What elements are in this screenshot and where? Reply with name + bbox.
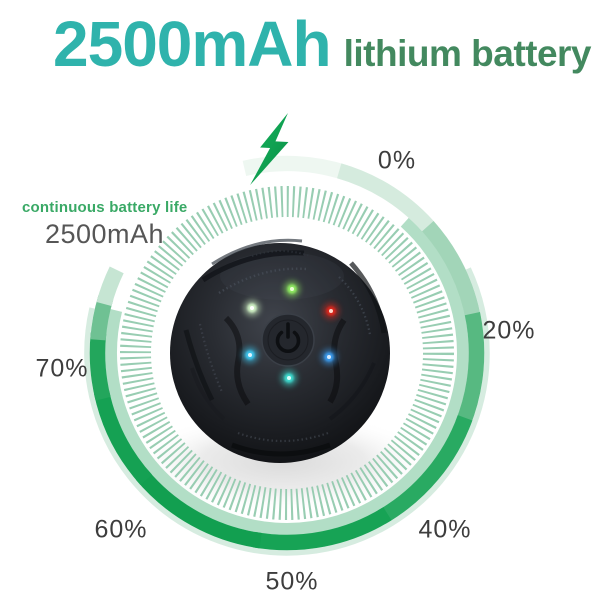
page-title: 2500mAh lithium battery [53, 8, 592, 80]
percent-label-40: 40% [418, 515, 472, 544]
ring-arc [336, 163, 439, 237]
red-led-right [322, 302, 340, 320]
battery-life-callout: continuous battery life 2500mAh [22, 199, 187, 250]
cyan-led-left [241, 346, 259, 364]
ring-arc [89, 332, 111, 401]
power-button-icon [261, 313, 315, 367]
ring-arc [96, 266, 124, 307]
ring-arc [455, 311, 485, 427]
battery-type-subtitle: lithium battery [343, 33, 592, 74]
blue-led-right [320, 348, 338, 366]
battery-progress-ring [84, 155, 490, 556]
percent-label-70: 70% [35, 354, 89, 383]
ring-arc [252, 507, 392, 551]
green-led-top [283, 280, 301, 298]
percent-label-20: 20% [482, 316, 536, 345]
battery-life-value: 2500mAh [44, 219, 165, 249]
ring-arc [135, 469, 262, 549]
battery-life-label: continuous battery life [22, 199, 188, 216]
lightning-bolt-icon [250, 112, 289, 186]
percent-label-0: 0% [377, 146, 417, 175]
ring-arc [84, 267, 490, 556]
ball-texture [183, 238, 387, 457]
white-green-led-left [243, 299, 261, 317]
massage-ball [170, 238, 390, 463]
cyan-led-bottom [280, 369, 298, 387]
ring-arc [242, 155, 348, 181]
percent-label-60: 60% [94, 515, 148, 544]
tick-ring [120, 186, 454, 520]
percent-label-50: 50% [265, 567, 319, 596]
ring-arc [377, 415, 473, 524]
ring-arc [421, 221, 482, 322]
led-lights [241, 280, 340, 387]
battery-capacity-title: 2500mAh [53, 8, 332, 80]
ring-arc [104, 217, 469, 535]
ring-arc [94, 390, 153, 485]
